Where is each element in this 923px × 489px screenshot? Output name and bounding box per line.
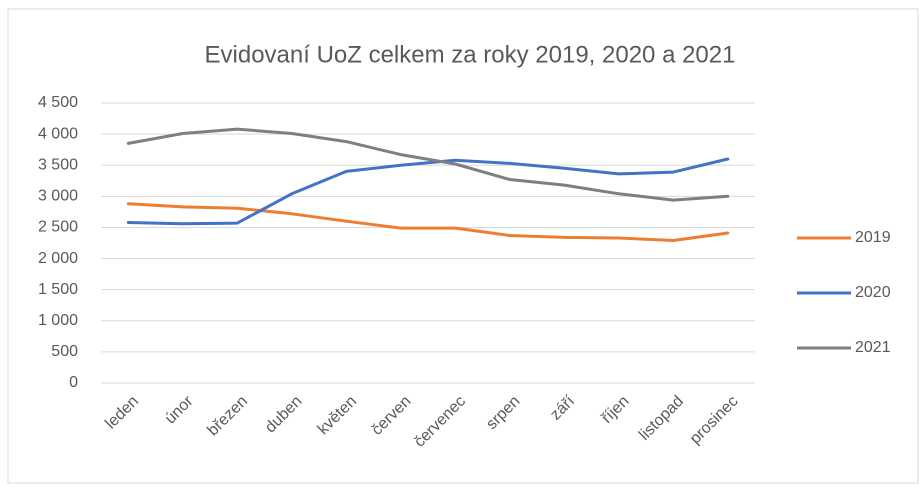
y-tick-label: 2 500 [38, 219, 78, 236]
legend-label: 2021 [855, 339, 891, 356]
chart-frame [7, 8, 919, 484]
y-tick-label: 0 [69, 374, 78, 391]
legend-label: 2019 [855, 229, 891, 246]
chart-title: Evidovaní UoZ celkem za roky 2019, 2020 … [205, 41, 736, 68]
y-tick-label: 3 500 [38, 156, 78, 173]
y-tick-label: 1 500 [38, 281, 78, 298]
line-series [126, 157, 730, 226]
line-series [126, 127, 730, 202]
legend-label: 2020 [855, 284, 891, 301]
y-tick-label: 2 000 [38, 250, 78, 267]
line-series [126, 202, 730, 242]
y-tick-label: 4 000 [38, 125, 78, 142]
y-tick-label: 1 000 [38, 312, 78, 329]
y-tick-label: 500 [51, 343, 78, 360]
y-tick-label: 3 000 [38, 188, 78, 205]
y-tick-label: 4 500 [38, 94, 78, 111]
